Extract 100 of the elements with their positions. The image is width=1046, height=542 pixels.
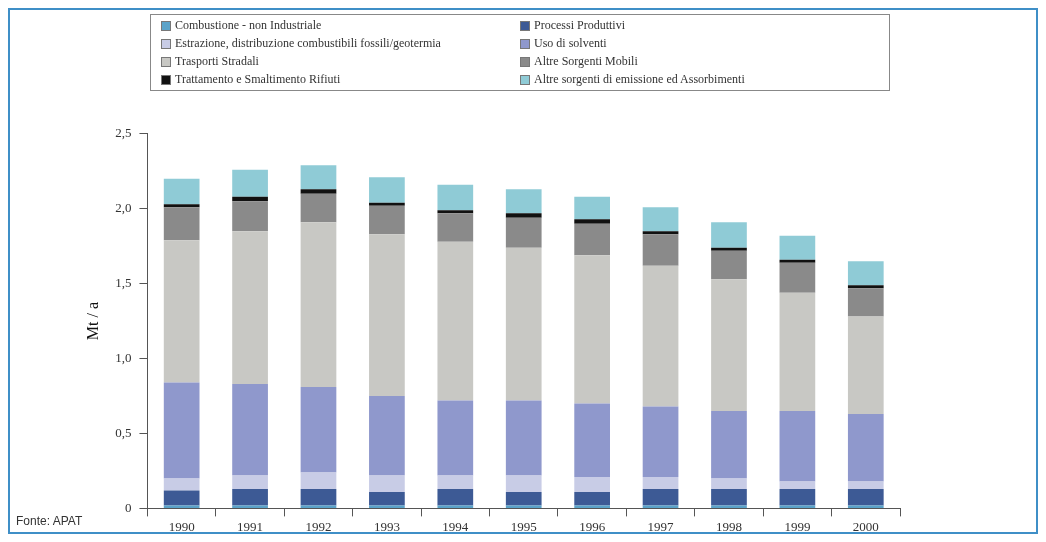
bar: [437, 488, 474, 506]
bar: [505, 247, 542, 401]
bar: [300, 189, 337, 194]
bar: [847, 285, 884, 289]
bar: [505, 189, 542, 214]
bar: [847, 288, 884, 317]
bar: [163, 505, 200, 508]
bar: [574, 505, 610, 508]
legend-label: Uso di solventi: [534, 36, 607, 51]
legend-label: Trattamento e Smaltimento Rifiuti: [175, 72, 341, 87]
bar: [163, 204, 200, 208]
bar: [163, 207, 200, 241]
x-tick-label: 1996: [579, 518, 606, 534]
bar: [369, 234, 405, 397]
legend-label: Altre sorgenti di emissione ed Assorbimenti: [534, 72, 745, 87]
bar: [779, 262, 816, 293]
bar: [642, 231, 679, 235]
bar: [779, 488, 816, 506]
bar: [437, 241, 474, 401]
bar: [505, 505, 542, 508]
bar: [642, 406, 679, 477]
bar: [505, 400, 542, 476]
bar: [505, 491, 542, 506]
bar: [505, 217, 542, 248]
bar: [505, 213, 542, 218]
bar: [163, 240, 200, 383]
bar: [642, 476, 679, 489]
bar: [779, 481, 816, 489]
bar: [300, 222, 337, 388]
bar: [232, 505, 268, 508]
bar: [437, 213, 474, 242]
bar: [642, 505, 679, 508]
bar: [779, 235, 816, 260]
bar: [232, 169, 268, 197]
bar: [574, 476, 610, 492]
bar: [642, 265, 679, 407]
y-axis-title: Mt / a: [83, 301, 101, 341]
x-tick-label: 1999: [784, 518, 811, 534]
bar: [642, 207, 679, 232]
bar: [711, 250, 747, 280]
y-tick-label: 0: [124, 499, 132, 515]
bar: [574, 196, 610, 220]
bar: [711, 222, 747, 248]
bar: [711, 411, 747, 479]
x-tick-label: 1992: [305, 518, 332, 534]
x-tick-label: 1990: [168, 518, 195, 534]
bar: [163, 178, 200, 205]
bar: [369, 475, 405, 492]
bar: [574, 223, 610, 256]
bar: [574, 255, 610, 404]
bar: [642, 488, 679, 506]
bar: [847, 481, 884, 489]
x-tick-label: 1995: [510, 518, 537, 534]
bar: [779, 411, 816, 482]
bar: [711, 279, 747, 411]
bar: [369, 505, 405, 508]
bar: [574, 219, 610, 224]
bar: [300, 193, 337, 223]
x-tick-label: 1994: [442, 518, 469, 534]
bar: [369, 396, 405, 476]
bar: [711, 478, 747, 489]
bar: [711, 488, 747, 506]
bar: [642, 234, 679, 266]
bar: [232, 384, 268, 476]
y-tick-label: 1,0: [115, 349, 132, 365]
bar: [232, 201, 268, 232]
bar: [369, 177, 405, 203]
y-tick-label: 2,0: [115, 200, 132, 216]
bar: [847, 505, 884, 508]
bar: [779, 505, 816, 508]
bar: [574, 403, 610, 477]
bar: [300, 387, 337, 473]
x-tick-label: 1991: [237, 518, 264, 534]
bar: [300, 165, 337, 190]
bar: [847, 488, 884, 506]
y-tick-label: 2,5: [115, 125, 132, 141]
legend-label: Altre Sorgenti Mobili: [534, 54, 638, 69]
x-tick-label: 2000: [852, 518, 879, 534]
bar: [711, 505, 747, 508]
legend-label: Processi Produttivi: [534, 18, 626, 33]
bar: [300, 472, 337, 489]
bar: [574, 491, 610, 506]
bar: [437, 400, 474, 476]
bar: [163, 478, 200, 491]
bar: [437, 475, 474, 489]
y-tick-label: 1,5: [115, 275, 132, 291]
bar: [369, 205, 405, 235]
bar: [163, 382, 200, 479]
legend-label: Combustione - non Industriale: [175, 18, 322, 33]
source-note: Fonte: APAT: [16, 514, 83, 528]
legend-label: Estrazione, distribuzione combustibili fossili/geotermia: [175, 36, 441, 51]
legend-label: Trasporti Stradali: [175, 54, 259, 69]
bar: [300, 505, 337, 508]
bar: [779, 259, 816, 263]
bar: [437, 184, 474, 211]
x-tick-label: 1997: [647, 518, 675, 534]
bar: [232, 475, 268, 489]
bar: [711, 247, 747, 251]
bar: [847, 414, 884, 482]
bar: [232, 488, 268, 506]
